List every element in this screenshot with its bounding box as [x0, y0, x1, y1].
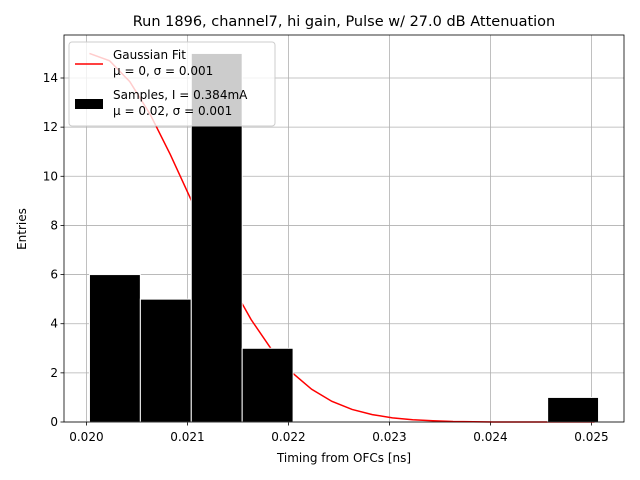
- x-axis-label: Timing from OFCs [ns]: [276, 451, 411, 465]
- x-tick-label: 0.020: [69, 430, 103, 444]
- legend-label: Samples, I = 0.384mA μ = 0.02, σ = 0.001: [113, 88, 248, 118]
- bar: [139, 298, 192, 423]
- legend-box: [68, 41, 276, 127]
- y-tick-label: 14: [43, 71, 58, 85]
- y-tick-label: 8: [50, 218, 58, 232]
- y-tick-label: 10: [43, 169, 58, 183]
- y-axis-label: Entries: [15, 208, 29, 250]
- y-tick-label: 0: [50, 415, 58, 429]
- y-tick-label: 12: [43, 120, 58, 134]
- legend-label: Gaussian Fit μ = 0, σ = 0.001: [113, 48, 213, 78]
- x-tick-label: 0.022: [271, 430, 305, 444]
- y-tick-label: 2: [50, 366, 58, 380]
- y-tick-label: 6: [50, 268, 58, 282]
- plot-frame: [63, 34, 625, 423]
- chart-title: Run 1896, channel7, hi gain, Pulse w/ 27…: [133, 14, 556, 30]
- y-tick-label: 4: [50, 317, 58, 331]
- legend: Gaussian Fit μ = 0, σ = 0.001 Samples, I =…: [68, 41, 276, 127]
- x-tick-label: 0.023: [372, 430, 406, 444]
- x-tick-label: 0.025: [574, 430, 608, 444]
- bar: [241, 347, 294, 423]
- bar: [547, 396, 600, 423]
- x-tick-label: 0.024: [473, 430, 507, 444]
- x-tick-label: 0.021: [170, 430, 204, 444]
- bar: [88, 274, 141, 423]
- legend-swatch: [75, 99, 103, 109]
